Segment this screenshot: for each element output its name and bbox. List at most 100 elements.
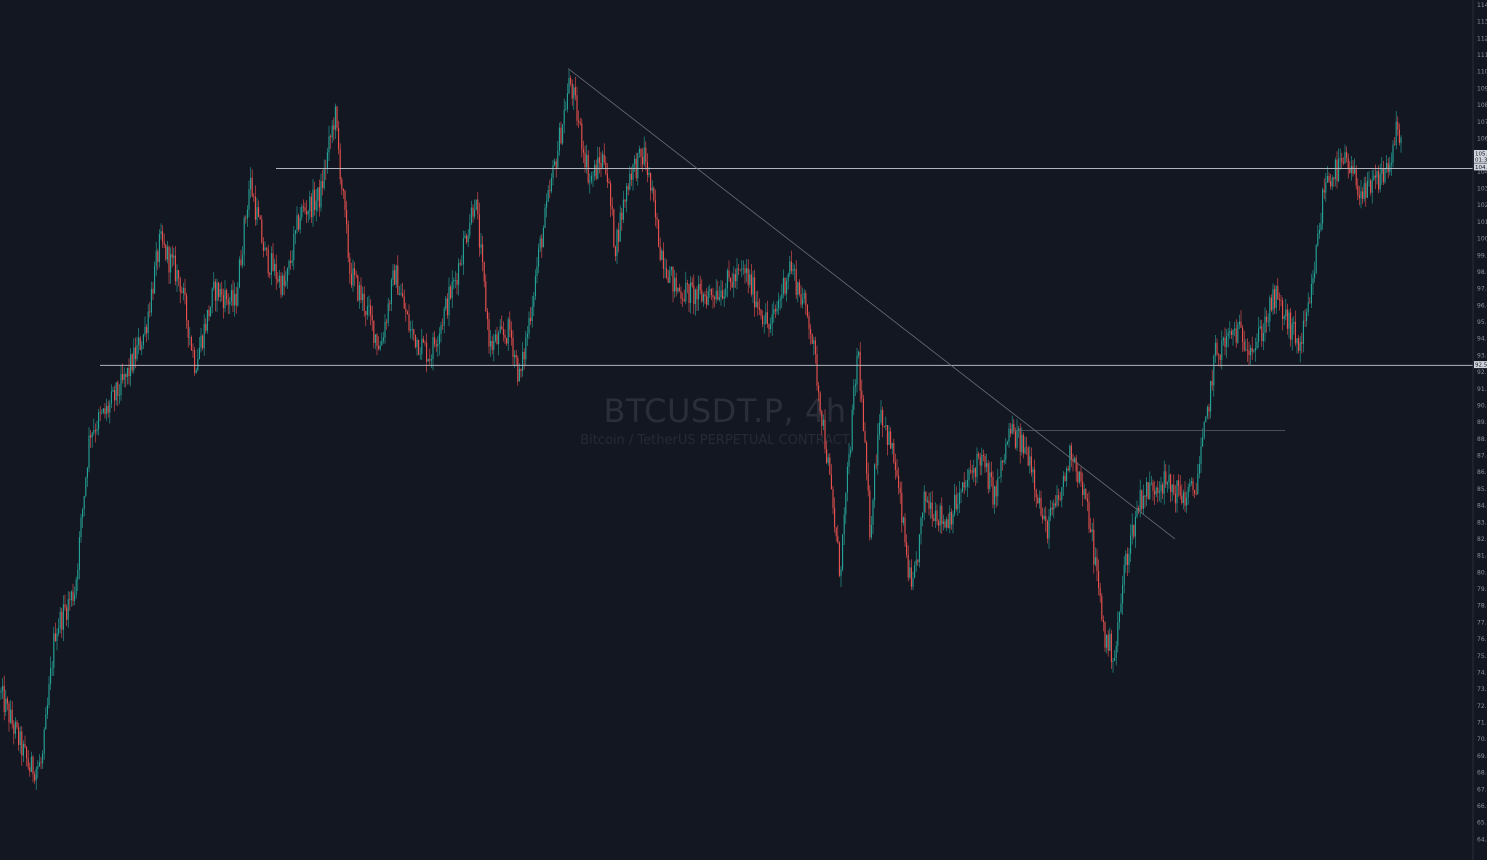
candle-body	[259, 216, 261, 220]
price-axis[interactable]: 64.065.066.067.068.069.070.071.072.073.0…	[1472, 0, 1487, 860]
candle-body	[1253, 350, 1255, 352]
candle-body	[445, 298, 447, 309]
candle	[542, 225, 544, 248]
candle	[363, 286, 365, 317]
candle-body	[488, 319, 490, 347]
candle-body	[1190, 481, 1192, 484]
candle-body	[560, 127, 562, 144]
candle	[842, 534, 844, 572]
candle-body	[830, 474, 832, 490]
candle	[805, 290, 807, 315]
candle-body	[864, 431, 866, 443]
y-tick-label: 113.0	[1477, 19, 1487, 26]
candle	[128, 358, 130, 385]
candle-body	[1091, 529, 1093, 532]
candle	[656, 212, 658, 229]
candle	[1395, 111, 1397, 150]
candle	[456, 273, 458, 295]
candle	[325, 159, 327, 180]
candle-body	[974, 468, 976, 478]
candle-body	[1301, 342, 1303, 344]
candle	[1322, 187, 1324, 230]
candle	[1341, 152, 1343, 170]
candle	[602, 150, 604, 169]
candle-body	[614, 246, 616, 257]
candle-body	[110, 391, 112, 404]
candle-body	[624, 199, 626, 202]
candle-body	[258, 207, 260, 217]
candle-body	[947, 519, 949, 529]
candle	[1208, 403, 1210, 420]
candle-body	[333, 125, 335, 130]
candle	[1168, 464, 1170, 489]
candle	[717, 280, 719, 301]
candle-body	[442, 325, 444, 326]
candle	[120, 364, 122, 401]
candle-body	[1296, 338, 1298, 344]
candle	[627, 183, 629, 196]
candle	[1398, 123, 1400, 146]
candle-body	[968, 469, 970, 481]
candle	[1096, 548, 1098, 582]
candle	[880, 400, 882, 425]
candle-body	[3, 685, 5, 712]
candle-body	[139, 337, 141, 350]
candle	[315, 189, 317, 222]
candle-body	[464, 235, 466, 239]
candle	[216, 278, 218, 312]
candle	[882, 406, 884, 438]
candle-body	[712, 295, 714, 298]
candle	[678, 283, 680, 293]
candle	[1174, 485, 1176, 513]
candle	[1259, 319, 1261, 330]
candle	[301, 203, 303, 221]
candle-body	[1147, 482, 1149, 499]
candle	[296, 206, 298, 234]
candle	[582, 140, 584, 163]
candle-body	[357, 275, 359, 301]
candle-body	[539, 238, 541, 249]
candle-body	[1254, 347, 1256, 351]
candle	[686, 279, 688, 294]
candle-body	[115, 382, 117, 401]
candle-body	[686, 283, 688, 285]
candle	[978, 451, 980, 460]
candle-body	[1205, 416, 1207, 423]
candle-body	[866, 442, 868, 474]
candle	[955, 486, 957, 512]
candle-body	[242, 255, 244, 265]
candle	[763, 314, 765, 334]
candle-body	[125, 374, 127, 377]
candle-body	[245, 217, 247, 219]
candle	[197, 349, 199, 372]
candle	[1163, 460, 1165, 505]
candle-body	[928, 500, 930, 509]
candle	[1200, 437, 1202, 474]
candle-body	[2, 685, 4, 691]
candle	[62, 595, 64, 642]
candle-body	[186, 295, 188, 321]
candle-body	[728, 270, 730, 278]
candle-body	[56, 633, 58, 641]
candle-body	[429, 359, 431, 361]
trendline[interactable]	[567, 68, 1176, 540]
candle	[1397, 116, 1399, 136]
candle-body	[557, 151, 559, 168]
candle-body	[1019, 428, 1021, 453]
candle-body	[1110, 633, 1112, 662]
candle	[122, 363, 124, 384]
candle	[1368, 171, 1370, 187]
candle	[1162, 482, 1164, 500]
candle	[792, 263, 794, 275]
candle-body	[574, 87, 576, 96]
candle-body	[645, 147, 647, 163]
candle-body	[66, 607, 68, 620]
candle	[1301, 332, 1303, 354]
candle-body	[1139, 490, 1141, 511]
candle-body	[765, 312, 767, 324]
candle-body	[566, 93, 568, 110]
candle-body	[592, 175, 594, 177]
y-tick-label: 66.0	[1477, 803, 1487, 810]
